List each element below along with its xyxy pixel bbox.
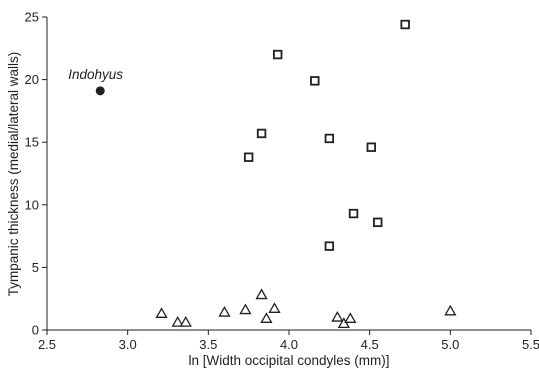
y-tick-label: 0 [32, 323, 39, 338]
x-tick-label: 3.5 [199, 337, 217, 352]
data-point-circle [95, 86, 105, 96]
data-point-triangle [179, 315, 192, 327]
data-point-square [324, 241, 335, 251]
data-point-triangle [155, 307, 168, 318]
data-point-triangle [239, 303, 252, 315]
x-tick-label: 4.5 [361, 337, 379, 352]
data-point-triangle [331, 310, 344, 322]
data-point-triangle [171, 315, 184, 327]
data-point-triangle [255, 288, 268, 300]
chart-labels: ln [Width occipital condyles (mm)] Tympa… [6, 52, 390, 368]
y-tick-label: 5 [32, 260, 39, 275]
data-point-triangle [344, 312, 357, 323]
x-tick-label: 5.5 [522, 337, 539, 352]
data-point-square [273, 49, 283, 60]
data-point-square [310, 76, 320, 86]
data-point-square [373, 217, 383, 228]
data-point-triangle [268, 302, 281, 313]
y-tick-label: 10 [25, 197, 39, 212]
annotation-label: Indohyus [68, 67, 123, 82]
data-point-square [324, 133, 335, 144]
x-axis-label: ln [Width occipital condyles (mm)] [188, 353, 389, 368]
data-point-square [348, 208, 359, 219]
y-tick-label: 15 [25, 135, 39, 150]
x-tick-label: 2.5 [38, 337, 56, 352]
data-point-triangle [218, 305, 231, 317]
data-point-square [243, 152, 254, 162]
data-point-square [400, 19, 410, 30]
axes [46, 17, 531, 331]
y-tick-label: 25 [25, 10, 39, 25]
x-tick-label: 4.0 [280, 337, 298, 352]
y-tick-label: 20 [25, 72, 39, 87]
data-point-square [256, 128, 267, 139]
data-point-square [366, 142, 376, 152]
y-axis-label: Tympanic thickness (medial/lateral walls… [6, 52, 21, 297]
x-tick-label: 3.0 [119, 337, 137, 352]
x-tick-label: 5.0 [441, 337, 459, 352]
ticks: 2.5 3.0 3.5 4.0 4.5 5.0 5.5 0 5 10 15 20 25 [25, 10, 539, 353]
data-points: Indohyus [68, 19, 457, 328]
data-point-triangle [260, 312, 273, 323]
data-point-triangle [444, 304, 457, 316]
